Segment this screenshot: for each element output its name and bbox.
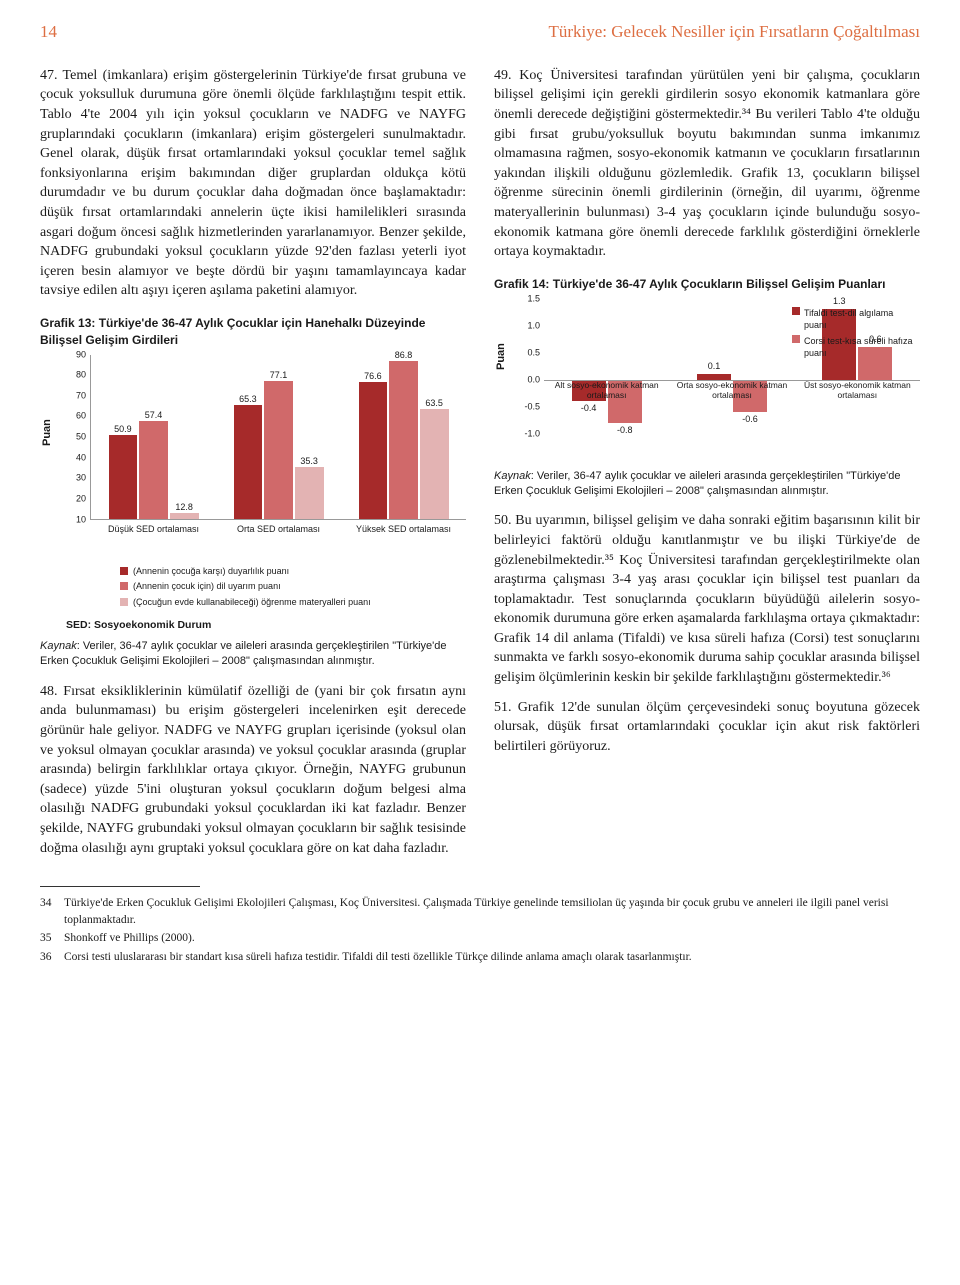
footnotes: 34Türkiye'de Erken Çocukluk Gelişimi Eko…: [40, 895, 920, 966]
chart13-yticks: 908070605040302010: [60, 355, 88, 520]
chart13-plot-area: 50.957.412.8Düşük SED ortalaması65.377.1…: [91, 355, 466, 519]
header-title: Türkiye: Gelecek Nesiller için Fırsatlar…: [548, 20, 920, 44]
chart14-ylabel: Puan: [494, 343, 509, 370]
paragraph-51: 51. Grafik 12'de sunulan ölçüm çerçevesi…: [494, 698, 920, 757]
chart13-source: Kaynak: Veriler, 36-47 aylık çocuklar ve…: [40, 639, 466, 670]
left-column: 47. Temel (imkanlara) erişim göstergeler…: [40, 66, 466, 868]
paragraph-49: 49. Koç Üniversitesi tarafından yürütüle…: [494, 66, 920, 262]
paragraph-47: 47. Temel (imkanlara) erişim göstergeler…: [40, 66, 466, 301]
chart13-ylabel: Puan: [40, 419, 55, 446]
chart14-source: Kaynak: Veriler, 36-47 aylık çocuklar ve…: [494, 469, 920, 500]
paragraph-48: 48. Fırsat eksikliklerinin kümülatif öze…: [40, 682, 466, 858]
chart13-sed-note: SED: Sosyoekonomik Durum: [66, 618, 466, 633]
chart14: Puan 1.51.00.50.0-0.5-1.0 -0.4-0.8Alt so…: [494, 299, 920, 469]
chart14-title: Grafik 14: Türkiye'de 36-47 Aylık Çocukl…: [494, 276, 920, 293]
chart13-legend: (Annenin çocuğa karşı) duyarlılık puanı(…: [120, 565, 466, 609]
footnote-divider: [40, 886, 200, 887]
chart14-yticks: 1.51.00.50.0-0.5-1.0: [514, 299, 542, 434]
page-header: 14 Türkiye: Gelecek Nesiller için Fırsat…: [40, 20, 920, 44]
two-column-layout: 47. Temel (imkanlara) erişim göstergeler…: [40, 66, 920, 868]
chart14-legend: Tifaldi test-dil algılama puanıCorsi tes…: [792, 307, 914, 363]
chart13: Puan 908070605040302010 50.957.412.8Düşü…: [40, 355, 466, 633]
right-column: 49. Koç Üniversitesi tarafından yürütüle…: [494, 66, 920, 868]
paragraph-50: 50. Bu uyarımın, bilişsel gelişim ve dah…: [494, 511, 920, 687]
page-number: 14: [40, 20, 57, 44]
chart13-title: Grafik 13: Türkiye'de 36-47 Aylık Çocukl…: [40, 315, 466, 349]
